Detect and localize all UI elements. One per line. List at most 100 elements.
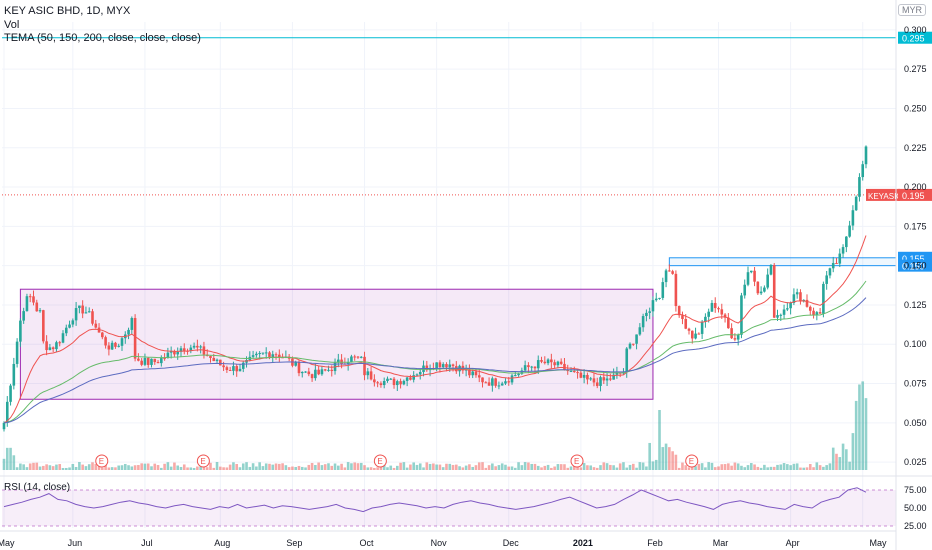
volume-bar [654,459,658,470]
candle-body [687,328,691,331]
candle-body [572,371,576,373]
volume-bar [74,466,78,470]
volume-bar [520,465,524,470]
candle-body [553,362,556,366]
volume-bar [789,465,792,470]
candle-body [818,312,822,314]
volume-bar [635,467,638,470]
price-tick-label: 0.175 [904,221,927,231]
volume-bar [510,466,514,470]
volume-bar [196,466,199,470]
candle-body [176,351,180,355]
candle-body [48,347,52,351]
volume-bar [769,466,773,470]
candle-body [323,369,327,371]
volume-bar [586,465,589,470]
candle-body [481,377,484,383]
consolidation-box [19,288,654,400]
candle-body [9,385,12,402]
volume-bar [12,455,16,470]
candle-body [494,378,497,386]
rsi-tick-label: 25.00 [904,521,927,531]
candle-body [556,361,560,366]
volume-bar [42,465,45,470]
volume-bar [615,467,619,470]
tema-line-2 [3,280,867,424]
candle-body [740,295,743,335]
candle-body [127,329,130,335]
volume-bar [389,465,393,470]
volume-bar [805,467,809,470]
candle-body [189,347,193,351]
candle-body [668,270,671,272]
time-tick-label: Sep [286,538,302,548]
candle-body [848,225,851,237]
candle-body [209,355,212,358]
candle-body [153,358,157,363]
candle-body [140,360,143,365]
volume-bar [323,464,327,470]
volume-bar [179,466,183,470]
candle-body [828,268,832,276]
volume-bar [772,466,776,470]
volume-bar [540,467,543,470]
time-tick-label: Feb [647,538,663,548]
volume-bar [808,464,812,470]
volume-bar [559,464,563,470]
volume-bar [19,463,22,470]
candle-body [533,366,537,369]
candle-body [166,352,170,359]
volume-bar [278,463,281,470]
volume-bar [713,467,717,470]
volume-bar [350,463,353,470]
volume-bar [648,442,651,470]
volume-bar [5,447,9,470]
volume-bar [386,467,389,470]
candle-body [425,365,429,371]
candle-body [12,363,16,386]
earnings-marker [95,454,109,468]
volume-bar [55,464,58,470]
volume-bar [458,466,461,470]
volume-bar [186,467,189,470]
volume-bar [730,465,733,470]
volume-bar [697,463,701,470]
candle-body [359,356,363,358]
volume-bar [58,464,62,470]
currency-badge[interactable]: MYR [898,4,926,16]
volume-bar [468,464,471,470]
earnings-marker-label: E [689,457,694,466]
volume-bar [169,466,173,470]
volume-bar [22,464,25,470]
moving-average-lines [3,235,867,424]
volume-bar [533,463,537,470]
candle-body [651,300,655,312]
candle-body [278,354,281,358]
volume-bar [268,463,271,470]
candle-body [307,371,311,375]
candle-body [641,316,645,328]
rsi-band [2,490,896,526]
price-tick-label: 0.150 [904,261,927,271]
candle-body [645,312,648,317]
volume-bar [87,464,91,470]
volume-bar [684,465,688,470]
volume-bar [727,463,730,470]
volume-bar [477,462,481,470]
volume-bar [455,464,458,470]
candle-body [438,362,442,368]
volume-bar [258,462,261,470]
volume-bar [625,467,629,470]
candle-body [658,297,661,299]
volume-bar [2,458,6,470]
price-tick-label: 0.075 [904,379,927,389]
volume-bar [215,462,219,470]
candle-body [42,310,45,342]
candle-body [638,327,642,335]
volume-bar [851,433,855,470]
volume-bar [500,463,504,470]
volume-bar [412,462,415,470]
candle-body [579,372,583,378]
volume-bar [182,464,186,470]
